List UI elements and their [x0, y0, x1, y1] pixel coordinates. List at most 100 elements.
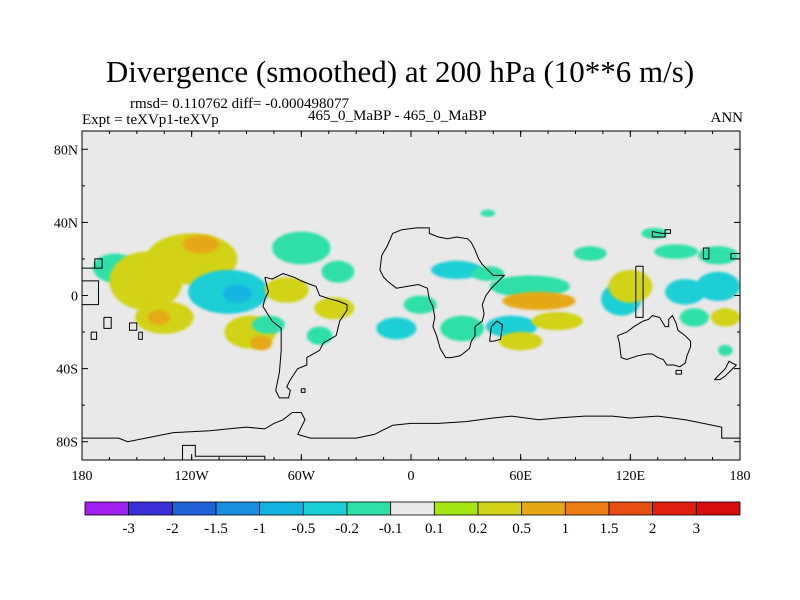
x-tick-label: 60E [509, 469, 532, 484]
coastline [300, 388, 306, 393]
coastline [82, 280, 99, 306]
anomaly-region [471, 266, 505, 281]
colorbar-box [259, 501, 304, 516]
anomaly-region [608, 269, 653, 303]
anomaly-region [440, 315, 485, 342]
colorbar-box [652, 501, 697, 516]
chart-title: Divergence (smoothed) at 200 hPa (10**6 … [105, 54, 695, 89]
anomaly-region [251, 315, 285, 334]
anomaly-region [641, 227, 667, 239]
anomaly-region [403, 295, 437, 314]
anomaly-region [696, 271, 740, 301]
coastline [617, 314, 692, 368]
coastline [262, 273, 348, 399]
colorbar-label: 0.2 [469, 521, 488, 537]
coastline-layer [82, 227, 740, 460]
anomaly-region [321, 260, 355, 283]
coastline [635, 265, 644, 318]
colorbar-label: -1 [253, 521, 266, 537]
colorbar-label: -1.5 [204, 521, 228, 537]
anomaly-region [718, 344, 733, 356]
colorbar-box [608, 501, 654, 516]
anomaly-region [697, 246, 739, 265]
coastline [90, 331, 98, 340]
anomaly-region [679, 308, 709, 327]
y-tick-label: 40S [56, 363, 78, 378]
anomaly-region [314, 297, 355, 320]
y-tick-label: 0 [71, 290, 78, 305]
colorbar-label: 0.1 [425, 521, 444, 537]
colorbar-label: 1 [562, 521, 570, 537]
colorbar-box [128, 501, 173, 516]
anomaly-region [489, 275, 571, 298]
colorbar-label: -0.2 [335, 521, 359, 537]
anomaly-region [182, 235, 220, 254]
season-label: ANN [710, 110, 744, 126]
colorbar-label: -0.1 [379, 521, 403, 537]
case-label: 465_0_MaBP - 465_0_MaBP [308, 108, 487, 124]
anomaly-region [431, 260, 483, 280]
coastline [702, 247, 710, 260]
anomaly-region [502, 291, 576, 311]
colorbar-box [477, 501, 523, 516]
colorbar-label: -3 [122, 521, 135, 537]
anomaly-region [654, 244, 698, 259]
stats-label: rmsd= 0.110762 diff= -0.000498077 [130, 96, 349, 112]
x-tick-label: 120E [616, 469, 646, 484]
coastline [675, 369, 682, 375]
x-tick-label: 180 [730, 469, 751, 484]
colorbar-label: 2 [649, 521, 657, 537]
x-tick-label: 120W [175, 469, 210, 484]
colorbar-label: 3 [693, 521, 701, 537]
coastline [138, 331, 143, 340]
coastline [82, 412, 740, 443]
coastline [489, 320, 503, 342]
coastline [714, 360, 738, 381]
x-tick-label: 60W [288, 469, 316, 484]
anomaly-region [480, 209, 496, 217]
colorbar-box [695, 501, 741, 516]
colorbar-box [171, 501, 217, 516]
coastline [379, 227, 506, 359]
anomaly-region [147, 310, 170, 325]
coastline [82, 258, 103, 269]
coastline [730, 253, 740, 260]
colorbar-box [390, 501, 435, 516]
colorbar-label: -2 [166, 521, 179, 537]
axis-ticks: 180 120W 60W 0 60E 120E 180 80N 40N 0 40S 80S [54, 131, 751, 484]
colorbar-box [215, 501, 261, 516]
colorbar-label: 1.5 [600, 521, 619, 537]
anomaly-region [710, 308, 740, 327]
experiment-label: Expt = teXVp1-teXVp [82, 112, 219, 128]
anomaly-region [250, 335, 273, 351]
y-tick-label: 80S [56, 436, 78, 451]
anomaly-region [498, 332, 543, 351]
colorbar-box [433, 501, 479, 516]
y-tick-label: 40N [54, 216, 78, 231]
x-tick-label: 0 [408, 469, 415, 484]
colorbar-label: 0.5 [512, 521, 531, 537]
anomaly-layer [92, 209, 740, 356]
colorbar-box [521, 501, 566, 516]
colorbar-box [84, 501, 130, 516]
y-tick-label: 80N [54, 143, 78, 158]
anomaly-region [306, 326, 333, 345]
colorbar: -3 -2 -1.5 -1 -0.5 -0.2 -0.1 0.1 0.2 0.5 1 1.5 2 3 [84, 501, 741, 537]
coastline [103, 316, 112, 329]
anomaly-region [573, 246, 607, 261]
anomaly-region [222, 284, 252, 303]
anomaly-region [531, 311, 583, 331]
colorbar-box [302, 501, 348, 516]
colorbar-label: -0.5 [291, 521, 315, 537]
anomaly-region [485, 315, 538, 338]
coastline [651, 229, 671, 238]
x-tick-label: 180 [72, 469, 93, 484]
anomaly-region [264, 277, 309, 303]
coastline [182, 444, 266, 460]
coastline [129, 322, 138, 331]
anomaly-region [665, 279, 706, 305]
anomaly-region [272, 231, 331, 265]
anomaly-region [376, 317, 417, 340]
colorbar-box [564, 501, 610, 516]
